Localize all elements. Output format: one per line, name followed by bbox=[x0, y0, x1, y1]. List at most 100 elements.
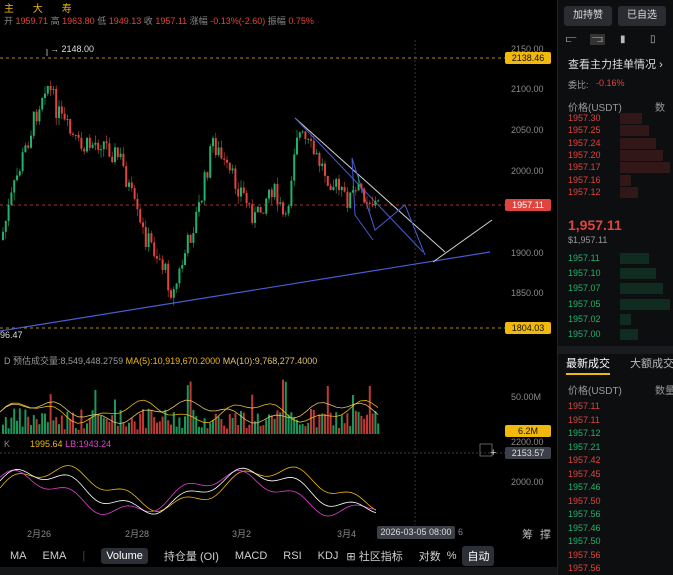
ma-tab-1[interactable]: 主 bbox=[4, 4, 22, 15]
volume-bar bbox=[102, 417, 105, 434]
ma-tab-2[interactable]: 大 bbox=[32, 4, 51, 15]
candle-body bbox=[122, 153, 125, 167]
ask-row[interactable]: 1957.16 bbox=[568, 174, 601, 185]
price-chart[interactable] bbox=[0, 0, 557, 545]
change-label: 涨幅 bbox=[189, 16, 208, 26]
volume-bar bbox=[172, 412, 175, 434]
community-indicator-button[interactable]: ⊞ 社区指标 bbox=[346, 548, 402, 564]
candle-body bbox=[256, 206, 259, 213]
indicator-bar[interactable]: MA EMA | Volume 持仓量 (OI) MACD RSI KDJ ⊞ … bbox=[0, 545, 557, 567]
candle-body bbox=[217, 147, 220, 156]
last-price-usd: $1,957.11 bbox=[568, 235, 608, 245]
col-qty-header-trades: 数量 bbox=[655, 386, 673, 397]
bid-row[interactable]: 1957.05 bbox=[568, 298, 601, 309]
candle-body bbox=[164, 263, 167, 271]
trade-row[interactable]: 1957.46 bbox=[568, 522, 601, 533]
trade-row[interactable]: 1957.50 bbox=[568, 536, 601, 546]
volume-bar bbox=[111, 415, 114, 434]
order-book-panel[interactable]: 加持赞 已自选 ⫍ ⫎ ▮ ▯ 查看主力挂单情况 › 委比: -0.16% 价格… bbox=[557, 0, 673, 575]
volume-bar bbox=[147, 408, 150, 434]
trade-row[interactable]: 1957.12 bbox=[568, 428, 601, 438]
layout-depth-icon[interactable]: ▯ bbox=[650, 34, 656, 45]
bid-row[interactable]: 1957.11 bbox=[568, 253, 600, 263]
indicator-ma[interactable]: MA bbox=[10, 550, 27, 562]
ask-row[interactable]: 1957.17 bbox=[568, 162, 601, 173]
candle-body bbox=[312, 140, 315, 155]
support-icon[interactable]: 撑 bbox=[540, 529, 551, 541]
indicator-oi[interactable]: 持仓量 (OI) bbox=[163, 551, 219, 563]
trade-row[interactable]: 1957.11 bbox=[568, 414, 600, 425]
layout-icons[interactable]: ⫍ ⫎ ▮ ▯ bbox=[558, 34, 673, 48]
indicator-kdj[interactable]: KDJ bbox=[317, 550, 339, 562]
indicator-ema[interactable]: EMA bbox=[42, 550, 67, 562]
ask-row[interactable]: 1957.30 bbox=[568, 113, 601, 123]
chips-icon[interactable]: 筹 bbox=[522, 529, 533, 541]
candle-body bbox=[74, 134, 77, 136]
candle-body bbox=[209, 146, 212, 178]
volume-bar bbox=[220, 419, 223, 434]
ma-tabs[interactable]: 主 大 寿 bbox=[4, 0, 80, 15]
indicator-volume[interactable]: Volume bbox=[101, 548, 148, 564]
ask-row[interactable]: 1957.24 bbox=[568, 137, 601, 148]
volume-bar bbox=[363, 418, 366, 434]
layout-both-icon[interactable]: ⫍ bbox=[566, 34, 577, 45]
volume-bar bbox=[164, 409, 167, 434]
ask-row[interactable]: 1957.12 bbox=[568, 186, 601, 197]
trade-row[interactable]: 1957.21 bbox=[568, 441, 601, 452]
indicator-macd[interactable]: MACD bbox=[234, 550, 268, 562]
crosshair-plus-icon[interactable]: + bbox=[490, 447, 497, 459]
selected-button[interactable]: 已自选 bbox=[618, 6, 666, 26]
chart-area[interactable]: 主 大 寿 开 1959.71 高 1963.80 低 1949.13 收 19… bbox=[0, 0, 557, 545]
ma-tab-3[interactable]: 寿 bbox=[61, 4, 80, 15]
volume-bar bbox=[27, 416, 30, 434]
bid-row[interactable]: 1957.10 bbox=[568, 268, 601, 279]
candle-body bbox=[100, 149, 102, 151]
trade-row[interactable]: 1957.11 bbox=[568, 401, 600, 411]
trade-row[interactable]: 1957.56 bbox=[568, 509, 601, 519]
indicator-rsi[interactable]: RSI bbox=[283, 550, 302, 562]
percent-toggle[interactable]: % bbox=[446, 550, 457, 562]
order-book-title[interactable]: 查看主力挂单情况 › bbox=[568, 56, 663, 72]
volume-bar bbox=[108, 421, 111, 434]
trade-row[interactable]: 1957.56 bbox=[568, 549, 601, 560]
auto-toggle[interactable]: 自动 bbox=[462, 546, 495, 566]
timeframe-strip[interactable] bbox=[0, 567, 557, 575]
volume-bar bbox=[304, 426, 307, 434]
ask-row[interactable]: 1957.25 bbox=[568, 125, 601, 136]
date-label: 3月4 bbox=[337, 529, 357, 539]
volume-bar bbox=[77, 429, 80, 434]
date-label: 6 bbox=[458, 527, 464, 537]
trade-row[interactable]: 1957.50 bbox=[568, 495, 601, 506]
trade-row[interactable]: 1957.45 bbox=[568, 468, 601, 479]
bid-row[interactable]: 1957.02 bbox=[568, 313, 601, 324]
trade-row[interactable]: 1957.46 bbox=[568, 482, 601, 492]
trade-row[interactable]: 1957.56 bbox=[568, 563, 601, 573]
layout-asks-icon[interactable]: ▮ bbox=[620, 34, 626, 45]
candle-body bbox=[130, 182, 133, 189]
volume-bar bbox=[133, 421, 136, 434]
volume-bar bbox=[284, 381, 287, 434]
volume-bar bbox=[335, 412, 338, 434]
bid-row[interactable]: 1957.00 bbox=[568, 329, 601, 339]
layout-bids-icon[interactable]: ⫎ bbox=[590, 34, 605, 45]
bid-row[interactable]: 1957.07 bbox=[568, 283, 601, 294]
log-toggle[interactable]: 对数 bbox=[418, 551, 441, 563]
tab-large-trades[interactable]: 大额成交 bbox=[630, 358, 673, 370]
trade-row[interactable]: 1957.42 bbox=[568, 455, 601, 465]
add-favorite-button[interactable]: 加持赞 bbox=[564, 6, 612, 26]
candle-body bbox=[284, 213, 287, 215]
volume-bar bbox=[38, 424, 41, 434]
volume-bar bbox=[21, 426, 24, 434]
candle-body bbox=[223, 158, 226, 160]
candle-body bbox=[128, 182, 130, 187]
candle-body bbox=[226, 159, 228, 163]
volume-bar bbox=[259, 425, 262, 434]
volume-axis-label: 50.00M bbox=[511, 392, 542, 402]
crosshair-time-tag: 2026-03-05 08:00 bbox=[377, 526, 455, 539]
volume-bar bbox=[234, 413, 237, 434]
volume-bar bbox=[340, 415, 343, 434]
volume-bar bbox=[251, 394, 254, 434]
candle-body bbox=[192, 232, 195, 243]
tab-latest-trades[interactable]: 最新成交 bbox=[566, 355, 610, 375]
ask-row[interactable]: 1957.20 bbox=[568, 149, 601, 160]
